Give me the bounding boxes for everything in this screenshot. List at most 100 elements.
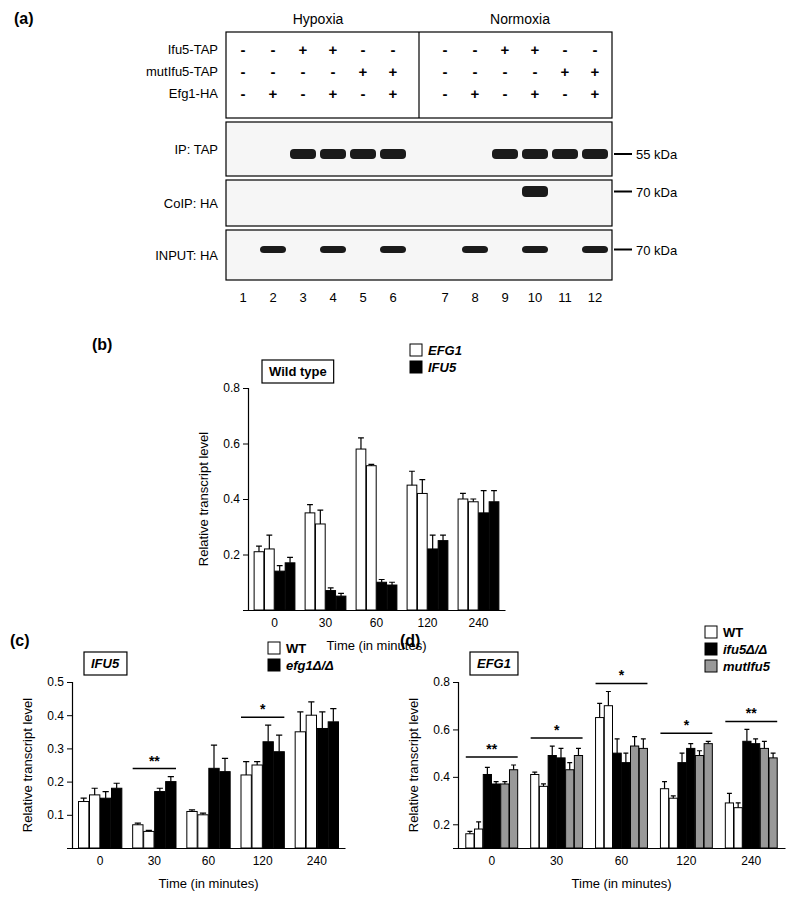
- error-bar: [467, 831, 472, 833]
- tick-label: 0: [97, 854, 104, 868]
- error-bar: [476, 822, 481, 829]
- legend-label: EFG1: [428, 343, 462, 358]
- tick: 0.1: [47, 808, 72, 822]
- bar: [417, 493, 427, 610]
- error-bar: [662, 782, 667, 789]
- header-box: [226, 32, 612, 118]
- bar: [438, 541, 448, 610]
- panel-label: (b): [92, 336, 112, 353]
- sign: -: [563, 41, 568, 58]
- tick-label: 120: [253, 854, 273, 868]
- axis-line: [67, 683, 73, 849]
- tick-mark: [453, 777, 458, 778]
- sign: +: [299, 41, 308, 58]
- error-bar: [103, 792, 109, 799]
- bar: [489, 502, 499, 610]
- tick-mark: [243, 444, 248, 445]
- bar: [509, 770, 517, 848]
- tick: 0.6: [223, 437, 248, 451]
- condition-label: Normoxia: [490, 11, 550, 27]
- sign: +: [591, 85, 600, 102]
- tick: 30: [319, 610, 333, 630]
- error-bar: [736, 803, 741, 808]
- bar: [604, 706, 612, 848]
- error-bar: [502, 782, 507, 784]
- size-label: 55 kDa: [636, 147, 678, 162]
- error-bar: [368, 464, 374, 465]
- y-axis-title: Relative transcript level: [196, 432, 211, 566]
- error-bar: [430, 535, 436, 549]
- tick-label: 0.6: [433, 723, 450, 737]
- sign: -: [503, 63, 508, 80]
- band: [462, 246, 488, 253]
- x-axis: 03060120240: [459, 848, 786, 868]
- significance-label: **: [149, 753, 160, 769]
- sign: -: [391, 41, 396, 58]
- bar: [220, 772, 230, 848]
- tick: 0.4: [223, 492, 248, 506]
- error-bar: [494, 782, 499, 784]
- sign: -: [271, 63, 276, 80]
- bar: [263, 742, 273, 848]
- error-bar: [680, 753, 685, 762]
- error-bar: [308, 702, 314, 715]
- sign: +: [501, 41, 510, 58]
- legend-swatch: [410, 361, 422, 373]
- tick: 0.8: [223, 381, 248, 395]
- tick-label: 0.2: [433, 818, 450, 832]
- error-bar: [222, 758, 228, 771]
- error-bar: [550, 746, 555, 755]
- sign: +: [329, 41, 338, 58]
- error-bar: [265, 725, 271, 742]
- error-bar: [319, 712, 325, 729]
- error-bar: [419, 480, 425, 494]
- sign: -: [301, 63, 306, 80]
- bar: [241, 775, 251, 848]
- bar-chart: 0.20.40.60.803060120240Relative transcri…: [400, 625, 786, 891]
- significance-label: **: [486, 741, 497, 757]
- bar: [295, 732, 305, 848]
- blot-label: CoIP: HA: [164, 196, 219, 211]
- sign: -: [473, 41, 478, 58]
- band: [380, 149, 406, 159]
- tick: 30: [148, 848, 162, 868]
- error-bar: [727, 793, 732, 802]
- tick-mark: [453, 824, 458, 825]
- tick: 120: [253, 848, 273, 868]
- error-bar: [330, 709, 336, 722]
- lane-number: 9: [501, 290, 508, 305]
- error-bar: [276, 735, 282, 752]
- error-bar: [211, 745, 217, 768]
- error-bar: [317, 510, 323, 524]
- significance-label: *: [619, 667, 625, 683]
- tick-label: 0.1: [47, 808, 64, 822]
- tick: 0.4: [47, 709, 72, 723]
- axis-line: [459, 848, 786, 849]
- tick-label: 60: [615, 854, 629, 868]
- tick-label: 0.2: [47, 775, 64, 789]
- bar: [366, 466, 376, 610]
- lane-number: 4: [329, 290, 336, 305]
- error-bar: [576, 748, 581, 755]
- chart-title: EFG1: [477, 656, 511, 671]
- bar: [306, 715, 316, 848]
- y-axis-title: Relative transcript level: [406, 698, 421, 832]
- blot-strip: [226, 230, 612, 280]
- error-bar: [277, 566, 283, 572]
- error-bar: [706, 741, 711, 743]
- legend: EFG1IFU5: [410, 343, 462, 375]
- bar: [574, 756, 582, 848]
- bar: [428, 549, 438, 610]
- error-bar: [688, 744, 693, 749]
- legend-label: efg1Δ/Δ: [286, 658, 334, 673]
- error-bar: [297, 712, 303, 732]
- tick-label: 30: [148, 854, 162, 868]
- x-axis-title: Time (in minutes): [572, 876, 672, 891]
- bar: [209, 768, 219, 848]
- sign: -: [241, 63, 246, 80]
- lane-number: 10: [528, 290, 542, 305]
- axis-line: [73, 848, 346, 849]
- band: [492, 149, 518, 159]
- error-bar: [559, 748, 564, 757]
- bar: [501, 784, 509, 848]
